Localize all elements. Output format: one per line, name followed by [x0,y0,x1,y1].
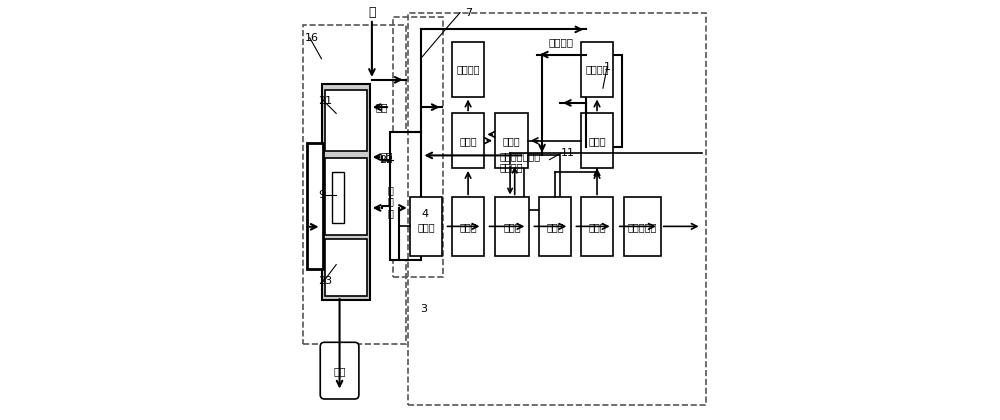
FancyBboxPatch shape [452,197,484,256]
FancyBboxPatch shape [390,132,421,260]
FancyBboxPatch shape [325,90,367,151]
Text: 粗焦: 粗焦 [333,366,346,376]
FancyBboxPatch shape [495,113,528,168]
Text: 除尘器: 除尘器 [417,222,435,232]
Text: 澄清池: 澄清池 [459,136,477,146]
Text: 烟气: 烟气 [375,102,388,112]
Text: 直冷塔: 直冷塔 [459,222,477,232]
FancyBboxPatch shape [624,197,661,256]
FancyBboxPatch shape [586,55,622,147]
Text: 23: 23 [319,276,333,286]
FancyBboxPatch shape [452,113,484,168]
FancyBboxPatch shape [322,84,370,300]
Text: 煤气: 煤气 [380,151,393,161]
FancyBboxPatch shape [581,197,613,256]
Text: 1: 1 [604,62,611,72]
FancyBboxPatch shape [307,143,323,269]
Text: 荒
煤
气: 荒 煤 气 [388,185,394,218]
FancyBboxPatch shape [539,197,571,256]
FancyBboxPatch shape [495,197,529,256]
Text: 21: 21 [319,96,333,106]
Text: 间冷塔: 间冷塔 [503,222,521,232]
FancyBboxPatch shape [410,197,442,256]
FancyBboxPatch shape [325,158,367,235]
Text: 水处理: 水处理 [503,136,520,146]
Text: 4: 4 [422,209,429,219]
Text: 高温烟气: 高温烟气 [548,37,573,47]
Text: 11: 11 [561,148,575,158]
Text: 16: 16 [305,33,319,43]
Text: 捕雾器: 捕雾器 [546,222,564,232]
FancyBboxPatch shape [325,239,367,296]
Text: 一次风、二次风
或冷却水: 一次风、二次风 或冷却水 [499,151,540,173]
FancyBboxPatch shape [332,172,344,223]
Text: 重质焦油: 重质焦油 [456,64,480,74]
Text: 3: 3 [420,304,427,314]
Text: 轻质焦油: 轻质焦油 [585,64,609,74]
Text: 22: 22 [379,155,393,165]
FancyBboxPatch shape [320,342,359,399]
Text: 净煤气输出: 净煤气输出 [628,222,657,232]
FancyBboxPatch shape [581,113,613,168]
FancyBboxPatch shape [524,155,560,210]
FancyBboxPatch shape [452,42,484,97]
Text: 7: 7 [465,8,472,18]
FancyBboxPatch shape [581,42,613,97]
Text: 9: 9 [319,190,326,200]
Text: 煤: 煤 [368,6,376,19]
Text: 电捕器: 电捕器 [588,222,606,232]
Text: 澄清池: 澄清池 [588,136,606,146]
